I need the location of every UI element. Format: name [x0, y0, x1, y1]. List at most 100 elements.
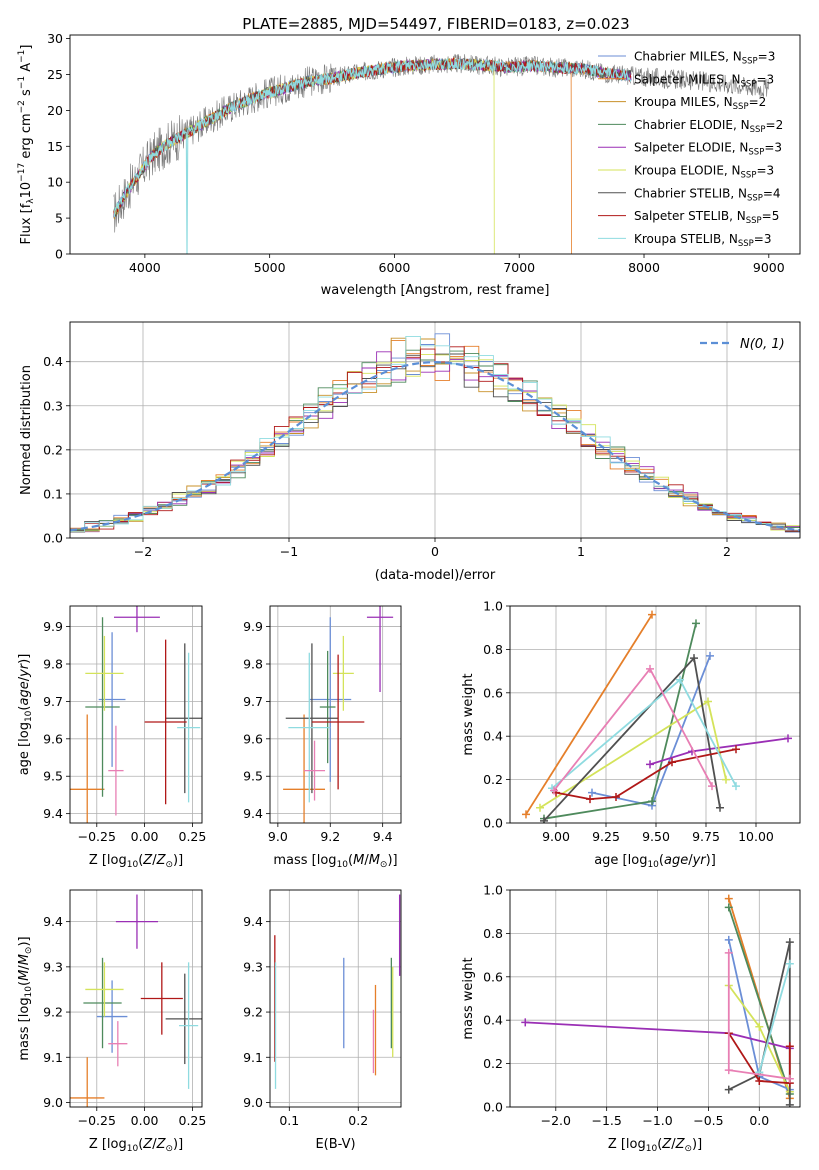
plot-area: [70, 606, 202, 823]
model-spectrum-line: [113, 58, 632, 217]
y-tick-label: 30: [47, 31, 63, 46]
legend-sub: SSP: [741, 171, 757, 181]
label-part: yr: [17, 662, 32, 678]
label-part: (: [17, 706, 32, 711]
y-tick-label: 10: [47, 175, 63, 190]
legend-text: Chabrier ELODIE, N: [634, 118, 750, 132]
weight-marker: [716, 803, 724, 812]
label-part: Z: [156, 1137, 167, 1152]
legend-text: Salpeter STELIB, N: [634, 209, 746, 223]
x-tick-label: 9.25: [592, 829, 620, 844]
chart-age_vs_Z: −0.25 0.00 0.259.49.59.69.79.89.9Z [log10(…: [17, 605, 206, 870]
errorbar-point: [288, 652, 331, 803]
x-tick-label: −0.25: [78, 1113, 116, 1128]
label-part: yr: [692, 853, 708, 868]
legend-tail: =3: [756, 72, 774, 86]
errorbar-point: [115, 894, 158, 949]
label-part: age [log: [17, 722, 32, 775]
legend-sub: SSP: [747, 193, 763, 203]
y-tick-label: 20: [47, 103, 63, 118]
y-tick-label: 9.2: [43, 1005, 63, 1020]
errorbar-point: [85, 962, 124, 1017]
label-part: 10: [337, 860, 349, 870]
weight-line: [591, 655, 711, 807]
label-part: A: [19, 63, 34, 76]
y-tick-label: 9.9: [43, 619, 63, 634]
label-part: )]: [173, 853, 183, 868]
legend-tail: =3: [758, 50, 776, 64]
label-part: erg cm: [19, 113, 34, 162]
plot-area: [113, 53, 769, 254]
x-tick-label: 9000: [753, 260, 785, 275]
errorbar-point: [70, 1057, 105, 1107]
label-part: 10: [24, 710, 34, 722]
y-tick-label: 9.2: [243, 1005, 263, 1020]
y-tick-label: 0.0: [483, 816, 503, 831]
weight-marker: [540, 816, 548, 823]
label-part: /: [17, 676, 32, 681]
errorbar-point: [83, 957, 122, 1049]
weight-marker: [732, 782, 740, 791]
axes-frame: [269, 605, 402, 824]
chart-mass_vs_Z: −0.25 0.00 0.259.09.19.29.39.4Z [log10(Z/Z…: [17, 889, 207, 1154]
axes-frame: [69, 34, 801, 255]
weight-marker: [588, 788, 596, 797]
legend-sub: SSP: [746, 216, 762, 226]
label-part: 10: [647, 860, 659, 870]
weight-line: [727, 907, 791, 1095]
x-tick-label: −1.0: [642, 1113, 672, 1128]
weight-marker: [676, 675, 684, 684]
legend-label: N(0, 1): [740, 337, 785, 352]
model-spectrum-line: [113, 58, 632, 219]
errorbar-point: [179, 962, 199, 1089]
legend-sub: SSP: [748, 148, 764, 158]
label-part: (: [348, 853, 353, 868]
label-part: /: [152, 853, 157, 868]
weight-marker: [586, 795, 594, 804]
weight-marker: [536, 803, 544, 812]
label-part: Z: [156, 853, 167, 868]
x-axis-label: E(B-V): [315, 1137, 355, 1152]
legend-text: Chabrier MILES, N: [634, 50, 742, 64]
y-tick-label: 0.4: [43, 354, 63, 369]
label-part: age: [664, 853, 688, 868]
errorbar-point: [70, 714, 105, 823]
errorbar-point: [85, 617, 120, 797]
errorbar-point: [144, 639, 187, 805]
label-part: ]: [19, 45, 34, 50]
y-tick-label: 9.7: [243, 694, 263, 709]
errorbar-point: [165, 643, 202, 794]
label-part: ⊙: [24, 947, 34, 955]
weight-marker: [550, 786, 558, 795]
y-tick-label: 9.0: [243, 1095, 263, 1110]
axes-frame: [509, 889, 801, 1108]
legend-tail: =3: [764, 141, 782, 155]
weight-marker: [784, 734, 792, 743]
x-tick-label: 0.00: [131, 1113, 159, 1128]
y-tick-label: 9.4: [243, 806, 263, 821]
errorbar-point: [332, 635, 354, 711]
label-part: /: [671, 1137, 676, 1152]
y-tick-label: 9.3: [243, 959, 263, 974]
weight-line: [728, 941, 791, 1105]
y-tick-label: 9.6: [243, 731, 263, 746]
label-part: 10: [127, 1144, 139, 1154]
label-part: age [log: [594, 853, 647, 868]
weight-marker: [646, 760, 654, 769]
legend-label: Salpeter STELIB, NSSP=5: [634, 209, 779, 226]
label-part: /: [688, 853, 693, 868]
label-part: −1: [17, 50, 27, 63]
x-tick-label: 9.75: [692, 829, 720, 844]
x-tick-label: 0.25: [179, 1113, 207, 1128]
errorbar-point: [108, 725, 124, 816]
y-tick-label: 9.5: [43, 769, 63, 784]
label-part: )]: [387, 853, 397, 868]
label-part: )]: [17, 936, 32, 946]
histogram-step: [70, 339, 800, 532]
y-tick-label: 0.8: [483, 642, 503, 657]
y-tick-label: 9.4: [43, 914, 63, 929]
label-part: )]: [173, 1137, 183, 1152]
legend-tail: =3: [756, 164, 774, 178]
label-part: M: [353, 853, 364, 868]
